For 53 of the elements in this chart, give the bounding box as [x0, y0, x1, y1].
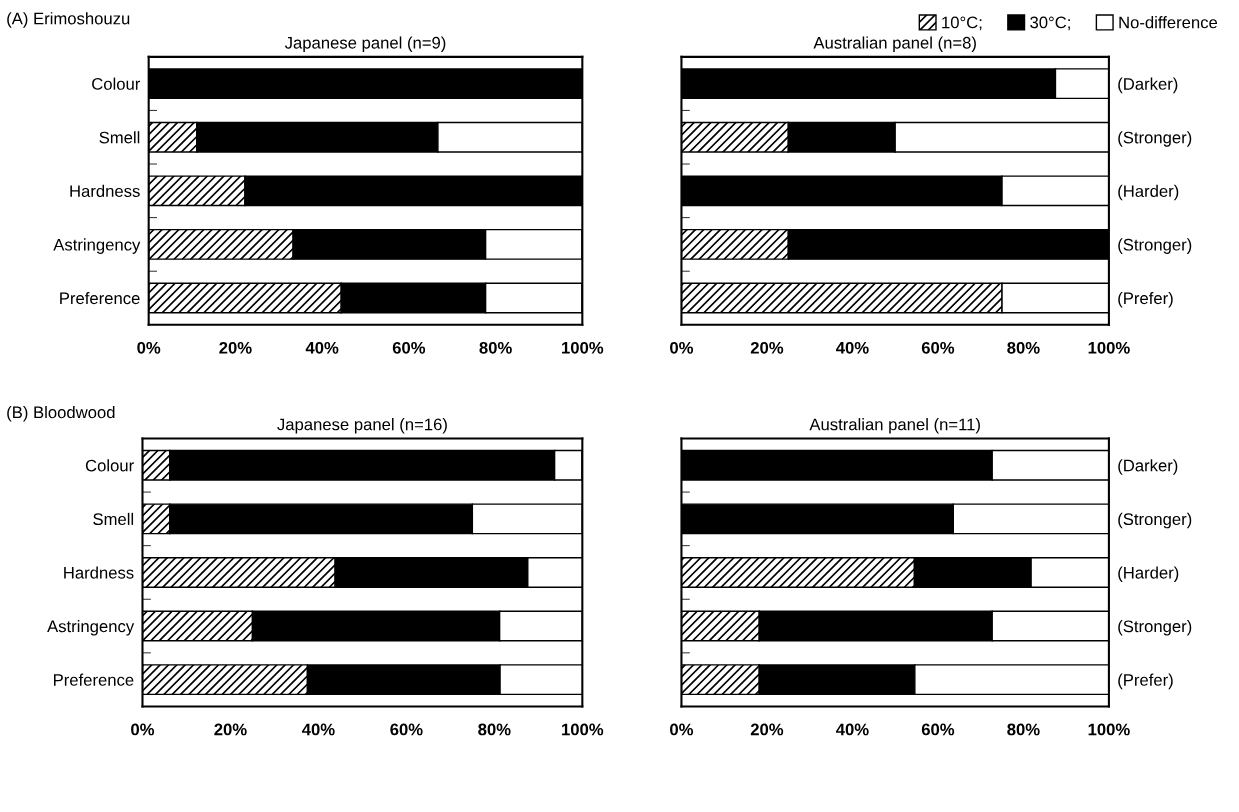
- text: (B) Bloodwood: [7, 406, 115, 422]
- x-tick-label: 60%: [921, 723, 955, 736]
- y-tick-label: (Stronger): [1118, 620, 1192, 636]
- x-tick-label: 100%: [1088, 341, 1130, 354]
- legend-label: 10°C;: [942, 16, 982, 31]
- x-tick-label: 60%: [390, 723, 423, 736]
- legend-label: No-difference: [1119, 16, 1218, 29]
- x-tick-label: 20%: [750, 723, 784, 736]
- x-tick-label: 20%: [750, 341, 784, 354]
- x-tick-label: 80%: [1007, 723, 1040, 736]
- chart-title: Japanese panel (n=9): [284, 36, 446, 52]
- x-tick-label: 40%: [305, 341, 339, 354]
- y-tick-label: Smell: [99, 131, 140, 144]
- y-tick-label: Astringency: [47, 620, 135, 636]
- y-tick-label: Smell: [93, 512, 134, 526]
- x-tick-label: 40%: [836, 723, 869, 736]
- legend-label: 30°C;: [1030, 16, 1070, 31]
- chart-title: Japanese panel (n=16): [277, 418, 447, 434]
- y-tick-label: (Stronger): [1118, 512, 1192, 529]
- y-tick-label: Astringency: [53, 238, 141, 254]
- x-tick-label: 80%: [478, 723, 511, 736]
- x-tick-label: 20%: [214, 723, 247, 736]
- y-tick-label: (Harder): [1118, 184, 1179, 201]
- x-tick-label: 100%: [562, 341, 604, 354]
- x-tick-label: 100%: [1088, 723, 1130, 736]
- y-tick-label: (Harder): [1118, 566, 1179, 582]
- x-tick-label: 60%: [392, 341, 426, 354]
- y-tick-label: (Prefer): [1118, 673, 1173, 690]
- y-tick-label: Hardness: [64, 566, 134, 579]
- x-tick-label: 0%: [137, 341, 161, 354]
- x-tick-label: 40%: [836, 341, 869, 354]
- x-tick-label: 40%: [302, 723, 335, 736]
- y-tick-label: Preference: [60, 291, 140, 305]
- text: (A) Erimoshouzu: [7, 12, 130, 28]
- x-tick-label: 0%: [670, 341, 694, 354]
- x-tick-label: 80%: [479, 341, 512, 354]
- y-tick-label: Preference: [54, 673, 134, 686]
- y-tick-label: (Darker): [1118, 459, 1178, 475]
- y-tick-label: Colour: [92, 77, 141, 90]
- y-tick-label: Colour: [85, 459, 134, 472]
- x-tick-label: 60%: [921, 341, 955, 354]
- x-tick-label: 80%: [1007, 341, 1040, 354]
- x-tick-label: 20%: [219, 341, 252, 354]
- chart-title: Australian panel (n=11): [809, 418, 980, 434]
- x-tick-label: 0%: [131, 723, 155, 736]
- x-tick-label: 0%: [670, 723, 694, 736]
- x-tick-label: 100%: [562, 723, 604, 736]
- y-tick-label: Hardness: [70, 184, 140, 198]
- y-tick-label: (Stronger): [1118, 238, 1192, 254]
- y-tick-label: (Stronger): [1118, 131, 1192, 147]
- y-tick-label: (Prefer): [1118, 291, 1173, 308]
- y-tick-label: (Darker): [1118, 77, 1178, 94]
- chart-title: Australian panel (n=8): [813, 36, 976, 52]
